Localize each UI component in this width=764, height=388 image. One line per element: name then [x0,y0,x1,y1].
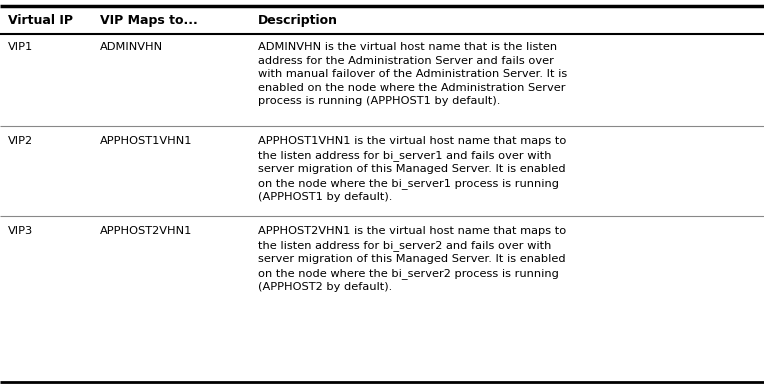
Text: ADMINVHN: ADMINVHN [100,42,163,52]
Text: Description: Description [258,14,338,27]
Text: ADMINVHN is the virtual host name that is the listen
address for the Administrat: ADMINVHN is the virtual host name that i… [258,42,567,106]
Text: Virtual IP: Virtual IP [8,14,73,27]
Text: APPHOST2VHN1: APPHOST2VHN1 [100,226,193,236]
Text: VIP3: VIP3 [8,226,34,236]
Text: APPHOST1VHN1 is the virtual host name that maps to
the listen address for bi_ser: APPHOST1VHN1 is the virtual host name th… [258,136,566,202]
Text: APPHOST2VHN1 is the virtual host name that maps to
the listen address for bi_ser: APPHOST2VHN1 is the virtual host name th… [258,226,566,292]
Text: VIP1: VIP1 [8,42,34,52]
Text: VIP2: VIP2 [8,136,33,146]
Text: VIP Maps to...: VIP Maps to... [100,14,198,27]
Text: APPHOST1VHN1: APPHOST1VHN1 [100,136,193,146]
